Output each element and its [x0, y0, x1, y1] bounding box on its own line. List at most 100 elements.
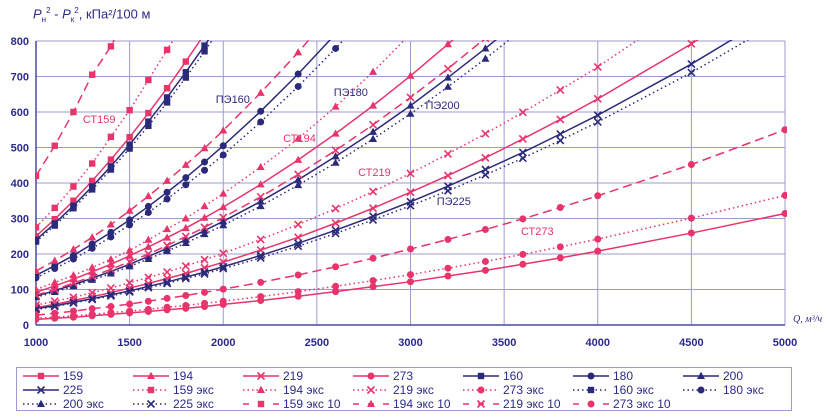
legend-swatch — [463, 372, 499, 380]
y-tick-label: 100 — [11, 285, 29, 297]
legend-swatch — [133, 399, 169, 409]
legend-swatch — [23, 399, 59, 407]
cross-marker — [443, 186, 453, 195]
cross-marker — [181, 274, 190, 283]
square-marker — [477, 372, 485, 380]
cross-marker — [331, 204, 340, 213]
square-marker — [35, 224, 40, 231]
data-point — [443, 73, 452, 81]
legend-item: 194 — [131, 369, 241, 383]
triangle-marker — [331, 102, 340, 110]
data-point — [200, 269, 209, 278]
cross-marker — [368, 120, 378, 129]
series-line — [35, 40, 310, 272]
data-point — [688, 0, 695, 7]
data-point — [126, 216, 134, 224]
legend-label: 219 — [283, 369, 304, 383]
data-point — [332, 282, 340, 290]
data-point — [219, 202, 228, 211]
cross-marker — [518, 154, 527, 163]
circle-marker — [201, 299, 209, 307]
data-point — [443, 40, 452, 48]
cross-marker — [106, 284, 115, 293]
cross-marker — [443, 149, 453, 158]
data-point — [88, 263, 97, 271]
series-line — [35, 40, 115, 177]
data-point — [368, 204, 378, 213]
series-194-экс-10 — [35, 40, 310, 275]
data-point — [125, 257, 134, 266]
triangle-marker — [406, 101, 415, 109]
data-point — [126, 307, 134, 315]
square-marker — [107, 166, 115, 173]
square-marker — [145, 76, 152, 84]
data-point — [181, 232, 190, 241]
legend-item: 180 — [571, 369, 681, 383]
data-point — [88, 267, 97, 275]
y-tick-label: 200 — [11, 249, 29, 261]
legend-item: 225 экс — [131, 397, 241, 411]
circle-marker — [126, 216, 134, 224]
data-point — [256, 253, 265, 262]
cross-marker — [294, 233, 303, 242]
triangle-marker — [50, 278, 59, 286]
data-point — [519, 260, 527, 268]
legend-label: 225 — [63, 383, 84, 397]
data-point — [145, 109, 152, 117]
legend-marker — [146, 399, 156, 409]
circle-marker — [556, 243, 564, 251]
legend-marker — [147, 386, 155, 394]
square-marker — [88, 160, 96, 167]
triangle-marker — [367, 399, 375, 407]
circle-marker — [219, 285, 227, 293]
legend-marker — [697, 371, 705, 379]
square-marker — [51, 222, 58, 229]
data-point — [781, 210, 787, 218]
circle-marker — [781, 210, 787, 218]
data-point — [556, 136, 565, 145]
square-marker — [182, 58, 189, 65]
annotation-label: ПЭ160 — [215, 94, 250, 107]
triangle-marker — [50, 287, 59, 295]
data-point — [144, 249, 153, 259]
data-point — [257, 118, 265, 126]
data-point — [181, 160, 190, 168]
data-point — [294, 239, 303, 248]
legend-marker — [37, 372, 45, 380]
square-marker — [70, 205, 77, 212]
circle-marker — [519, 250, 527, 258]
data-point — [144, 235, 153, 243]
cross-marker — [88, 295, 97, 304]
data-point — [181, 274, 190, 283]
data-point — [51, 222, 58, 229]
data-point — [200, 223, 209, 232]
series-180-экс — [35, 40, 345, 282]
circle-marker — [294, 271, 302, 279]
data-point — [50, 285, 59, 294]
legend-label: 160 — [503, 369, 524, 383]
cross-marker — [294, 170, 303, 179]
legend-swatch — [683, 371, 719, 379]
data-point — [35, 233, 40, 240]
data-point — [144, 282, 153, 291]
x-axis-label: Q, м³/ч — [793, 314, 823, 325]
circle-marker — [107, 233, 115, 241]
data-point — [220, 21, 226, 27]
data-point — [163, 195, 171, 203]
legend: 159 194 219 273 160 180 200 225 159 экс 194 экс 21… — [16, 367, 792, 411]
circle-marker — [163, 303, 171, 311]
cross-marker — [200, 269, 209, 278]
data-point — [519, 25, 527, 32]
annotation-label: ПЭ200 — [425, 99, 460, 112]
cross-marker — [200, 255, 209, 264]
data-point — [163, 99, 171, 106]
triangle-marker — [200, 229, 209, 238]
data-point — [69, 307, 77, 315]
data-point — [369, 134, 378, 142]
legend-label: 200 — [723, 369, 744, 383]
data-point — [219, 221, 228, 229]
data-point — [406, 109, 415, 117]
data-point — [594, 247, 602, 255]
data-point — [369, 254, 377, 262]
legend-marker — [587, 400, 595, 408]
